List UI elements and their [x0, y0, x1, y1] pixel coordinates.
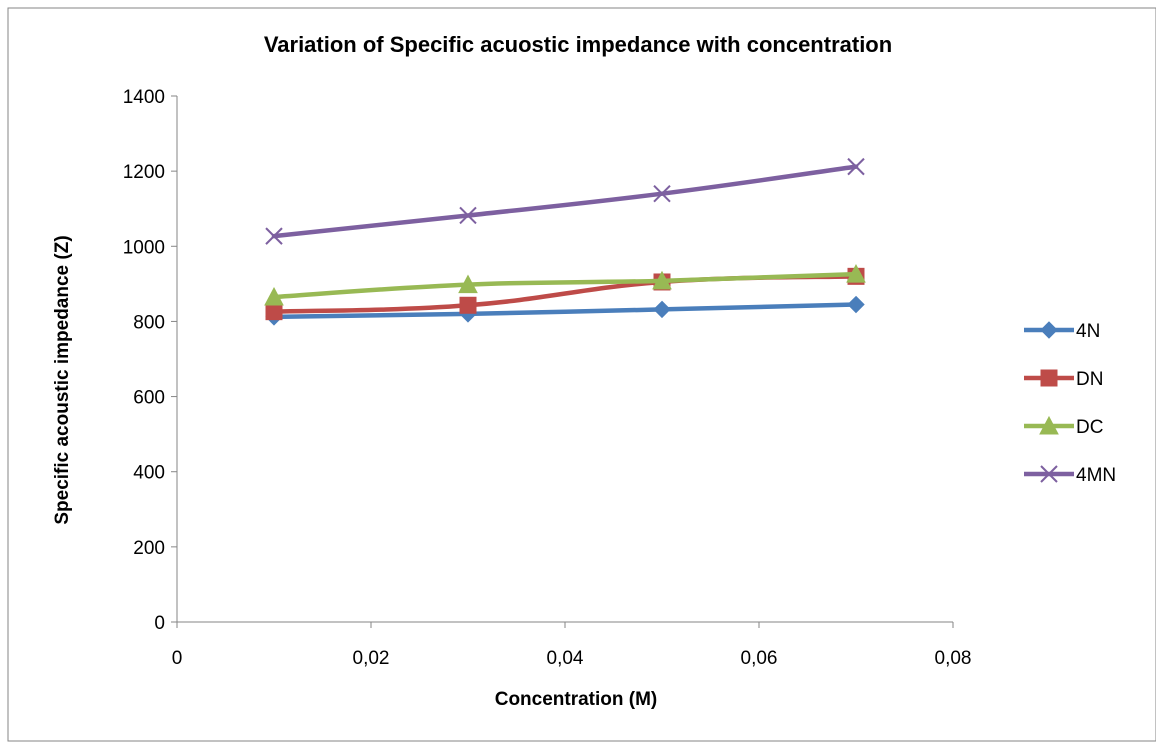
data-point-4MN-stroke — [847, 157, 865, 176]
series-4MN — [265, 157, 865, 245]
legend-entry-4MN: 4MN — [1024, 465, 1116, 486]
series-4N — [265, 295, 865, 326]
series-line-4N — [271, 302, 859, 320]
data-point-DN — [265, 303, 283, 321]
data-point-DN — [459, 296, 477, 314]
legend-marker-4N — [1040, 321, 1058, 339]
legend-entry-4N: 4N — [1024, 321, 1100, 342]
data-point-4N — [847, 295, 865, 314]
legend-label-4N: 4N — [1076, 321, 1100, 342]
data-point-4N — [653, 300, 671, 319]
data-point-4MN-stroke — [459, 206, 477, 225]
data-point-DC — [652, 270, 672, 290]
x-tick-label: 0,06 — [741, 648, 778, 669]
data-point-DC — [264, 286, 284, 306]
chart-title: Variation of Specific acuostic impedance… — [264, 32, 892, 57]
y-tick-label: 1200 — [123, 162, 165, 183]
legend-marker-4MN — [1040, 465, 1058, 483]
data-point-4MN-stroke — [265, 227, 283, 245]
legend-label-DC: DC — [1076, 417, 1103, 438]
legend-entry-DC: DC — [1024, 415, 1103, 438]
series-line-4MN — [271, 164, 859, 239]
series-line-DC — [271, 271, 859, 300]
data-point-4MN — [653, 184, 671, 203]
y-tick-label: 1400 — [123, 87, 165, 108]
data-point-DC — [846, 264, 866, 283]
series-layer — [264, 157, 866, 326]
x-tick-label: 0,04 — [547, 648, 584, 669]
legend-marker-DC — [1039, 415, 1059, 435]
x-tick-label: 0,02 — [353, 648, 390, 669]
data-point-DC — [458, 274, 478, 294]
y-tick-label: 200 — [133, 538, 165, 559]
y-tick-label: 400 — [133, 463, 165, 484]
legend-label-4MN: 4MN — [1076, 465, 1116, 486]
x-tick-label: 0 — [172, 648, 183, 669]
chart-border — [7, 7, 1156, 742]
legend-marker-DN — [1040, 369, 1058, 387]
x-axis-title: Concentration (M) — [495, 689, 658, 710]
axes: 0 200 400 600 800 1000 1200 1400 0 0,02 0,04 0,06 0,… — [123, 87, 972, 669]
y-tick-label: 0 — [154, 613, 165, 634]
y-tick-label: 600 — [133, 388, 165, 409]
data-point-4MN — [265, 227, 283, 245]
legend-marker-4MN-stroke — [1040, 465, 1058, 483]
data-point-4MN — [847, 157, 865, 176]
x-tick-label: 0,08 — [935, 648, 972, 669]
legend-label-DN: DN — [1076, 369, 1103, 390]
data-point-4MN-stroke — [653, 184, 671, 203]
y-tick-label: 1000 — [123, 237, 165, 258]
legend: 4N DN DC 4MN — [1024, 321, 1116, 486]
legend-entry-DN: DN — [1024, 369, 1103, 390]
series-DC — [264, 264, 866, 306]
y-tick-label: 800 — [133, 312, 165, 333]
y-axis-title: Specific acoustic impedance (Z) — [52, 235, 73, 524]
data-point-4MN — [459, 206, 477, 225]
